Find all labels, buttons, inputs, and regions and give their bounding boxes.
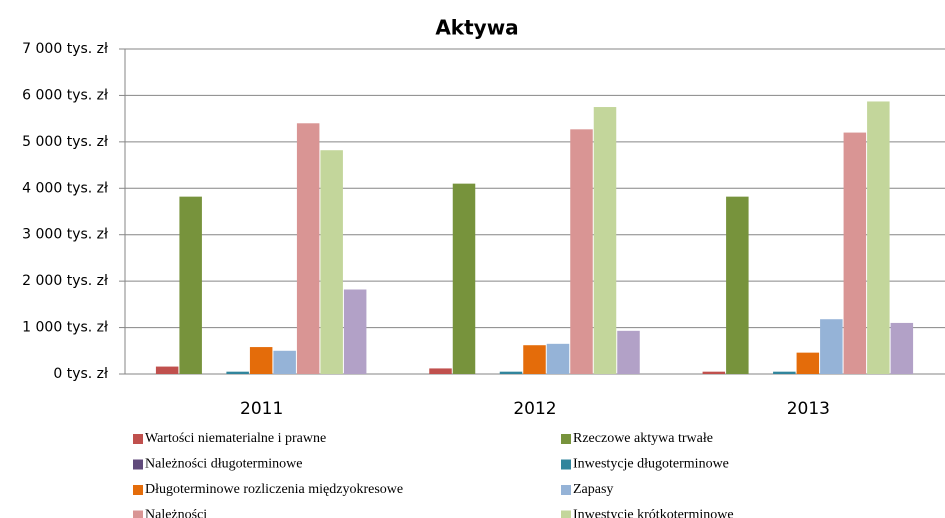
legend-swatch <box>561 459 571 470</box>
legend-label: Należności długoterminowe <box>145 457 302 472</box>
bar <box>273 350 296 374</box>
legend-label: Długoterminowe rozliczenia międzyokresow… <box>145 482 403 497</box>
y-tick-label: 4 000 tys. zł <box>22 180 108 196</box>
legend-label: Należności <box>145 508 207 518</box>
x-tick-label: 2013 <box>787 399 830 419</box>
bar <box>726 196 749 374</box>
bar <box>867 101 890 374</box>
legend-swatch <box>133 485 143 495</box>
y-tick-label: 0 tys. zł <box>53 366 108 382</box>
legend-label: Zapasy <box>573 482 613 497</box>
bar <box>796 352 820 374</box>
bar <box>452 183 476 374</box>
legend-label: Inwestycje krótkoterminowe <box>573 508 734 518</box>
bar <box>155 366 179 374</box>
bar <box>570 129 593 374</box>
bar <box>249 347 273 374</box>
bar <box>843 132 867 374</box>
bar <box>429 368 452 374</box>
legend-label: Wartości niematerialne i prawne <box>145 431 326 446</box>
legend-swatch <box>561 434 571 444</box>
bar <box>890 322 914 374</box>
bar <box>179 196 202 374</box>
bar <box>593 107 617 375</box>
y-tick-label: 6 000 tys. zł <box>22 87 108 103</box>
x-tick-label: 2012 <box>513 399 556 419</box>
legend-swatch <box>561 485 571 495</box>
bar <box>499 371 523 374</box>
y-tick-label: 5 000 tys. zł <box>22 134 108 150</box>
bar <box>773 371 796 374</box>
y-tick-label: 1 000 tys. zł <box>22 320 108 336</box>
bar <box>546 343 570 374</box>
bar <box>820 319 843 374</box>
y-tick-label: 2 000 tys. zł <box>22 273 108 289</box>
bar <box>320 150 343 374</box>
legend-swatch <box>133 510 143 518</box>
x-tick-label: 2011 <box>240 399 283 419</box>
y-tick-label: 7 000 tys. zł <box>22 41 108 57</box>
bar <box>617 330 640 374</box>
bar <box>343 289 367 374</box>
bar <box>702 371 726 374</box>
legend-swatch <box>561 510 571 518</box>
bar <box>226 371 249 374</box>
legend-swatch <box>133 434 143 444</box>
legend-swatch <box>133 459 143 470</box>
bar <box>523 345 546 374</box>
chart-title: Aktywa <box>435 16 518 40</box>
legend-label: Inwestycje długoterminowe <box>573 457 729 472</box>
y-tick-label: 3 000 tys. zł <box>22 227 108 243</box>
bar <box>296 123 320 375</box>
legend-label: Rzeczowe aktywa trwałe <box>573 431 713 446</box>
